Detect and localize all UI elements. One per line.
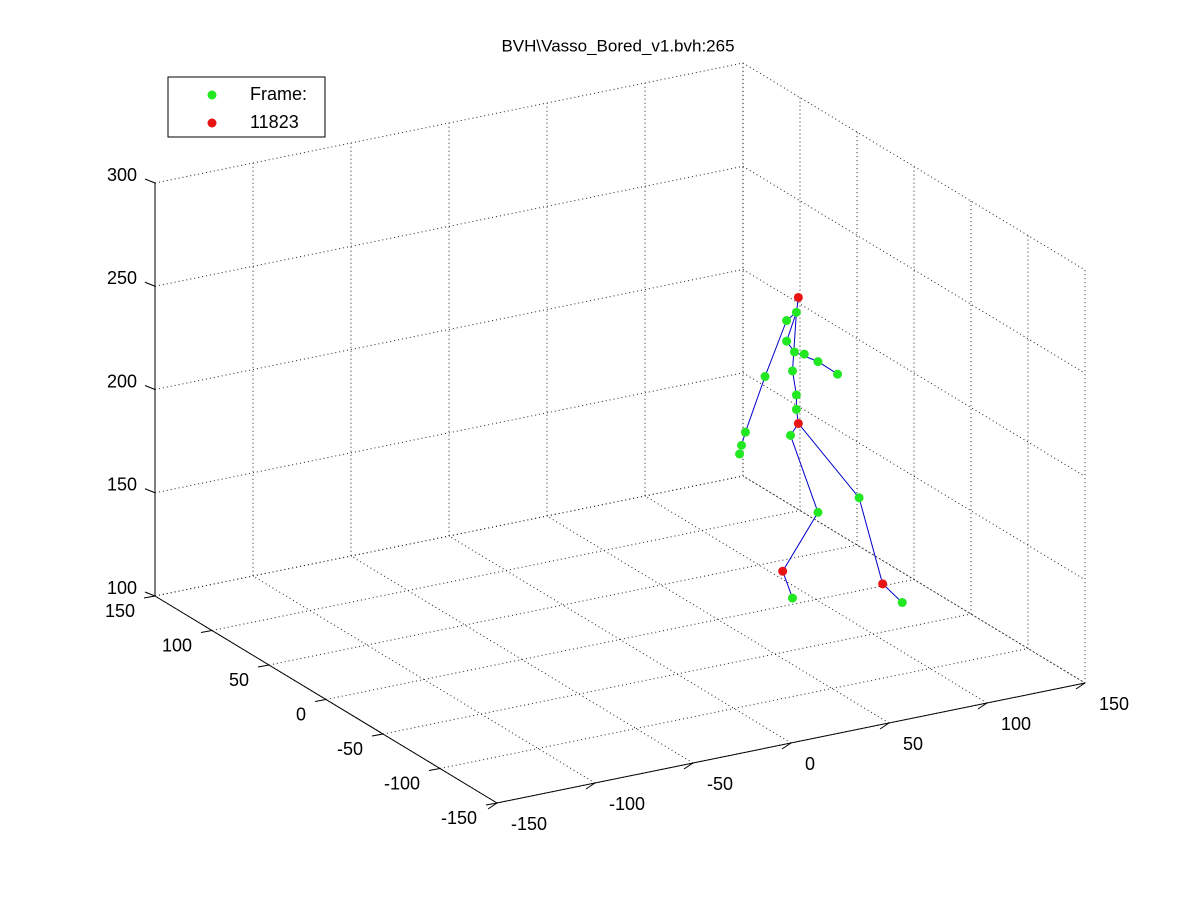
joint-marker (813, 507, 823, 517)
y-tick (143, 595, 156, 599)
z-tick (144, 488, 156, 494)
chart-title: BVH\Vasso_Bored_v1.bvh:265 (501, 36, 734, 55)
z-tick-label: 250 (107, 268, 137, 288)
joint-marker (854, 493, 864, 503)
x-tick-label: -150 (511, 814, 547, 834)
z-tick-label: 100 (107, 578, 137, 598)
y-tick-label: -50 (337, 739, 363, 759)
grid-line (154, 372, 1086, 581)
y-tick-label: -100 (384, 773, 420, 793)
joint-marker (793, 292, 803, 302)
y-tick-label: 0 (296, 704, 306, 724)
y-tick-label: 50 (229, 670, 249, 690)
x-tick-label: 0 (805, 754, 815, 774)
x-tick-label: 100 (1001, 714, 1031, 734)
joint-marker (799, 349, 809, 359)
grid-line (154, 268, 1086, 477)
y-tick (371, 733, 384, 737)
joint-marker (813, 357, 823, 367)
z-tick (144, 281, 156, 287)
grid-line (154, 62, 1086, 271)
y-tick (200, 630, 213, 633)
z-tick-label: 300 (107, 165, 137, 185)
legend-label: Frame: (250, 84, 307, 104)
grid-line (439, 235, 1029, 769)
y-tick (485, 802, 498, 806)
x-tick (781, 742, 792, 750)
y-tick (257, 664, 270, 668)
joint-marker (786, 430, 796, 440)
x-tick-label: -100 (609, 794, 645, 814)
y-tick-label: 100 (162, 635, 192, 655)
joint-marker (740, 427, 750, 437)
legend-marker (207, 90, 217, 100)
joint-marker (782, 316, 792, 326)
z-tick (144, 591, 156, 597)
skeleton-line (798, 423, 903, 603)
y-tick-label: 150 (105, 601, 135, 621)
joint-marker (789, 347, 799, 357)
legend-label: 11823 (250, 112, 299, 132)
z-tick-label: 200 (107, 371, 137, 391)
joint-marker (878, 579, 888, 589)
joint-marker (793, 418, 803, 428)
x-tick (585, 782, 596, 790)
joint-marker (737, 440, 747, 450)
joint-marker (833, 369, 843, 379)
joint-marker (791, 390, 801, 400)
joint-marker (787, 366, 797, 376)
y-tick (314, 699, 327, 702)
x-tick (1075, 682, 1086, 690)
x-tick (683, 762, 694, 770)
grid-line (268, 132, 858, 666)
x-tick (977, 702, 988, 710)
x-tick-label: 150 (1099, 694, 1129, 714)
joint-marker (897, 598, 907, 608)
z-tick (144, 385, 156, 390)
grid-line (211, 97, 801, 631)
grid-line (154, 165, 1086, 374)
joint-marker (787, 593, 797, 603)
legend-box (167, 76, 326, 138)
grid-line (382, 201, 972, 735)
x-tick-label: -50 (707, 774, 733, 794)
x-tick (879, 722, 890, 730)
z-tick (144, 178, 156, 184)
y-tick (428, 768, 441, 771)
joint-marker (760, 372, 770, 382)
x-tick (487, 802, 498, 810)
joint-marker (782, 336, 792, 346)
joint-marker (791, 307, 801, 317)
joint-marker (735, 449, 745, 459)
joint-marker (791, 404, 801, 414)
z-tick-label: 150 (107, 475, 137, 495)
y-tick-label: -150 (441, 808, 477, 828)
joint-marker (778, 566, 788, 576)
x-tick-label: 50 (903, 734, 923, 754)
grid-line (154, 475, 1086, 684)
legend-marker (207, 118, 217, 128)
